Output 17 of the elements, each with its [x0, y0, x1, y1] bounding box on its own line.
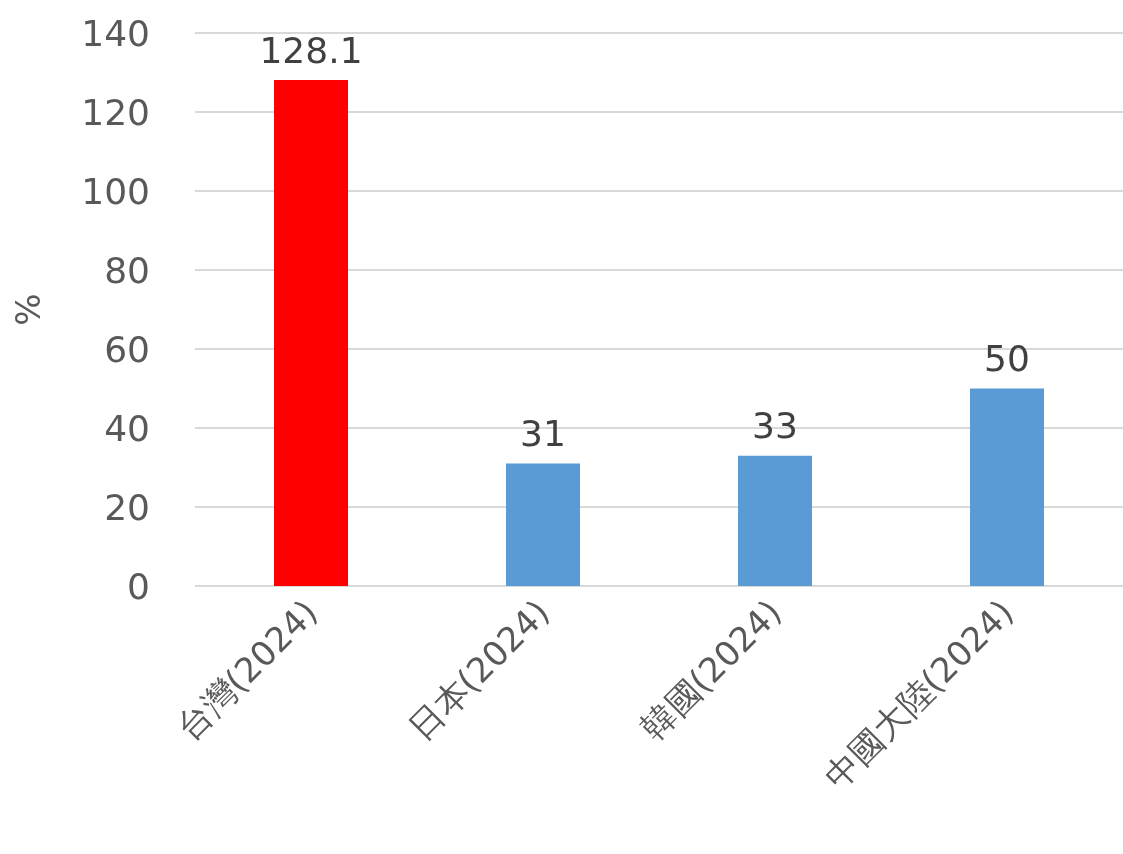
y-tick-label: 140 — [81, 12, 150, 54]
data-label: 128.1 — [259, 29, 363, 71]
y-tick-label: 0 — [127, 565, 150, 607]
bar — [738, 455, 812, 586]
data-label: 31 — [520, 413, 566, 455]
y-tick-label: 40 — [104, 407, 150, 449]
y-tick-label: 20 — [104, 486, 150, 528]
bar — [274, 80, 348, 586]
bar — [506, 463, 580, 586]
y-axis-title: % — [8, 293, 48, 326]
y-tick-label: 60 — [104, 328, 150, 370]
y-tick-label: 120 — [81, 91, 150, 133]
data-label: 33 — [752, 405, 798, 447]
y-tick-label: 100 — [81, 170, 150, 212]
y-tick-label: 80 — [104, 249, 150, 291]
data-label: 50 — [984, 338, 1030, 379]
bar — [970, 388, 1044, 586]
